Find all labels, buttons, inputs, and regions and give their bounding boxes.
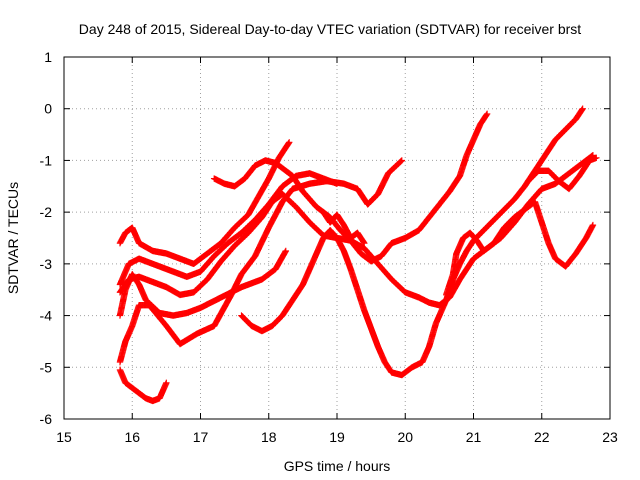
x-tick-label: 16 (124, 429, 140, 445)
data-point (397, 158, 404, 165)
series-arc-3 (116, 157, 406, 366)
data-point (282, 247, 290, 255)
chart-title: Day 248 of 2015, Sidereal Day-to-day VTE… (79, 21, 581, 37)
data-points (116, 105, 600, 405)
x-tick-label: 19 (329, 429, 345, 445)
y-tick-label: -4 (40, 308, 53, 324)
y-tick-label: -1 (40, 152, 53, 168)
x-tick-label: 17 (193, 429, 209, 445)
y-tick-label: -5 (40, 359, 53, 375)
x-tick-label: 18 (261, 429, 277, 445)
y-tick-label: 1 (44, 49, 52, 65)
x-axis-label: GPS time / hours (284, 458, 391, 474)
axis-ticks: 15 16 17 18 19 20 21 22 23 -6 -5 -4 -3 -2 -1 0 1 (40, 49, 618, 445)
x-tick-label: 20 (397, 429, 413, 445)
x-tick-label: 21 (466, 429, 482, 445)
data-point (163, 379, 170, 386)
series-arc-8 (238, 105, 586, 379)
y-tick-label: -2 (40, 204, 53, 220)
y-tick-label: 0 (44, 101, 52, 117)
data-point (333, 180, 341, 187)
y-tick-label: -6 (40, 411, 53, 427)
data-point (397, 157, 405, 165)
series-arc-1 (116, 366, 170, 405)
y-axis-label: SDTVAR / TECUs (5, 182, 21, 294)
data-point (398, 157, 406, 164)
x-tick-label: 15 (56, 429, 72, 445)
x-tick-label: 23 (602, 429, 618, 445)
series-arc-4 (116, 139, 293, 268)
y-tick-label: -3 (40, 256, 53, 272)
data-point (286, 139, 293, 146)
x-tick-label: 22 (534, 429, 550, 445)
